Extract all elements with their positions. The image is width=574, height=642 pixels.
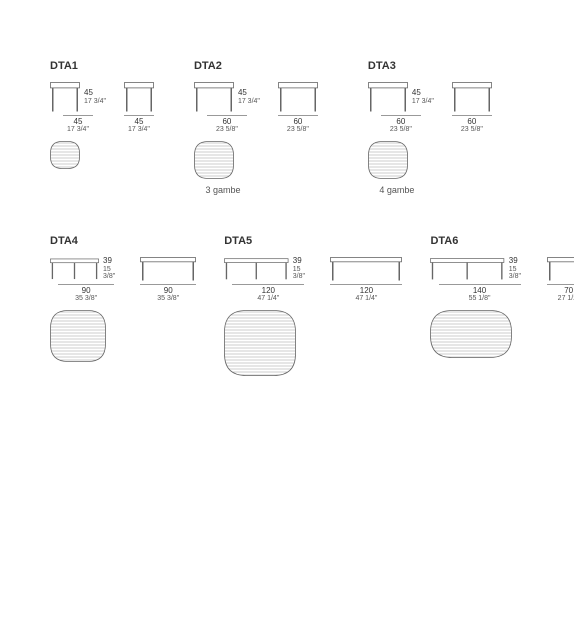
variant-title: DTA1 bbox=[50, 60, 154, 72]
variant-title: DTA6 bbox=[430, 235, 574, 247]
views-row: 4517 3/4" 4517 3/4" 4517 3/4" bbox=[50, 82, 154, 133]
views-row: 4517 3/4" 6023 5/8" 6023 5/8" bbox=[194, 82, 318, 133]
width-dim: 6023 5/8" bbox=[381, 115, 421, 133]
height-dim: 4517 3/4" bbox=[238, 82, 260, 112]
variant-DTA1: DTA1 4517 3/4" 4517 3/4" 4517 3/4" bbox=[50, 60, 154, 195]
variant-title: DTA3 bbox=[368, 60, 492, 72]
variant-note: 4 gambe bbox=[368, 185, 426, 195]
side-width-dim: 6023 5/8" bbox=[452, 115, 492, 133]
side-width-dim: 7027 1/2" bbox=[547, 284, 574, 302]
top-view bbox=[430, 310, 574, 358]
height-dim: 3915 3/8" bbox=[293, 257, 313, 281]
top-view bbox=[50, 310, 196, 362]
side-view: 6023 5/8" bbox=[278, 82, 318, 133]
front-view: 3915 3/8" 14055 1/8" bbox=[430, 257, 528, 302]
top-view bbox=[50, 141, 154, 169]
views-row: 4517 3/4" 6023 5/8" 6023 5/8" bbox=[368, 82, 492, 133]
height-dim: 4517 3/4" bbox=[84, 82, 106, 112]
front-view: 3915 3/8" 12047 1/4" bbox=[224, 257, 312, 302]
width-dim: 4517 3/4" bbox=[63, 115, 93, 133]
variant-DTA2: DTA2 4517 3/4" 6023 5/8" 6023 5/8" 3 gambe bbox=[194, 60, 318, 195]
side-width-dim: 12047 1/4" bbox=[330, 284, 402, 302]
side-view: 4517 3/4" bbox=[124, 82, 154, 133]
width-dim: 14055 1/8" bbox=[439, 284, 521, 302]
variant-DTA3: DTA3 4517 3/4" 6023 5/8" 6023 5/8" 4 gambe bbox=[368, 60, 492, 195]
side-width-dim: 4517 3/4" bbox=[124, 115, 154, 133]
side-width-dim: 6023 5/8" bbox=[278, 115, 318, 133]
variant-DTA6: DTA6 3915 3/8" 14055 1/8" 7027 1/2" bbox=[430, 235, 574, 376]
variant-DTA5: DTA5 3915 3/8" 12047 1/4" 12047 1/4" bbox=[224, 235, 402, 376]
side-width-dim: 9035 3/8" bbox=[140, 284, 196, 302]
side-view: 7027 1/2" bbox=[547, 257, 574, 302]
variant-DTA4: DTA4 3915 3/8" 9035 3/8" 9035 3/8" bbox=[50, 235, 196, 376]
height-dim: 4517 3/4" bbox=[412, 82, 434, 112]
width-dim: 9035 3/8" bbox=[58, 284, 114, 302]
top-view bbox=[368, 141, 492, 179]
width-dim: 6023 5/8" bbox=[207, 115, 247, 133]
height-dim: 3915 3/8" bbox=[103, 257, 122, 281]
variant-note: 3 gambe bbox=[194, 185, 252, 195]
variant-title: DTA5 bbox=[224, 235, 402, 247]
views-row: 3915 3/8" 14055 1/8" 7027 1/2" bbox=[430, 257, 574, 302]
side-view: 12047 1/4" bbox=[330, 257, 402, 302]
width-dim: 12047 1/4" bbox=[232, 284, 304, 302]
variant-title: DTA2 bbox=[194, 60, 318, 72]
front-view: 3915 3/8" 9035 3/8" bbox=[50, 257, 122, 302]
variant-title: DTA4 bbox=[50, 235, 196, 247]
front-view: 4517 3/4" 6023 5/8" bbox=[194, 82, 260, 133]
height-dim: 3915 3/8" bbox=[509, 257, 529, 281]
views-row: 3915 3/8" 9035 3/8" 9035 3/8" bbox=[50, 257, 196, 302]
front-view: 4517 3/4" 6023 5/8" bbox=[368, 82, 434, 133]
views-row: 3915 3/8" 12047 1/4" 12047 1/4" bbox=[224, 257, 402, 302]
top-view bbox=[224, 310, 402, 376]
side-view: 9035 3/8" bbox=[140, 257, 196, 302]
front-view: 4517 3/4" 4517 3/4" bbox=[50, 82, 106, 133]
top-view bbox=[194, 141, 318, 179]
side-view: 6023 5/8" bbox=[452, 82, 492, 133]
